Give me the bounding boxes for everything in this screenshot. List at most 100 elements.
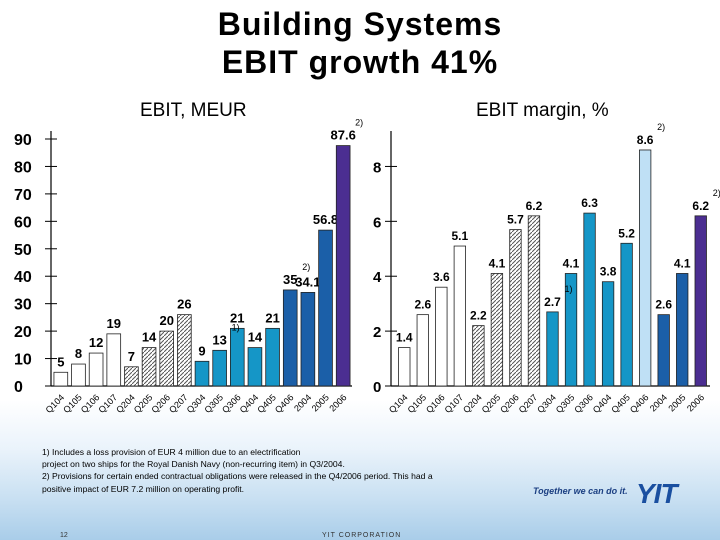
ebit-bar-value: 12 (89, 335, 103, 350)
company-name: YIT CORPORATION (322, 532, 402, 539)
margin-bar (546, 311, 559, 387)
margin-category-label: Q205 (480, 392, 503, 415)
margin-category-label: Q406 (628, 392, 651, 415)
margin-bar-value: 4.1 (674, 256, 691, 270)
ebit-chart: 0 10 20 30 40 50 60 70 80 90 5 Q104 8 Q105 12 Q106 19 Q10… (14, 118, 363, 415)
ebit-category-label: Q205 (132, 392, 155, 415)
ebit-bar-value: 13 (212, 332, 226, 347)
ebit-bar-value: 34.1 (295, 274, 320, 289)
footnote-line-2: project on two ships for the Royal Danis… (42, 459, 345, 470)
ebit-y-tick-label: 50 (14, 242, 32, 259)
ebit-bar (247, 347, 263, 387)
ebit-bar (106, 333, 122, 387)
footnote-line-1: 1) Includes a loss provision of EUR 4 mi… (42, 447, 301, 457)
ebit-bar (300, 292, 316, 387)
ebit-bar (53, 371, 69, 387)
ebit-category-label: Q107 (97, 392, 120, 415)
slide-title-line2: EBIT growth 41% (221, 44, 499, 80)
margin-category-label: 2004 (648, 392, 669, 413)
ebit-y-tick-label: 30 (14, 297, 32, 314)
margin-category-label: Q105 (406, 392, 429, 415)
ebit-category-label: Q207 (167, 392, 190, 415)
margin-bar (601, 281, 615, 387)
ebit-chart-title: EBIT, MEUR (140, 100, 247, 121)
margin-bar (564, 273, 578, 387)
ebit-category-label: Q106 (79, 392, 102, 415)
ebit-category-label: Q206 (149, 392, 172, 415)
page-number: 12 (60, 532, 68, 539)
ebit-category-label: 2006 (327, 392, 348, 413)
margin-chart-title: EBIT margin, % (476, 100, 609, 121)
ebit-y-tick-label: 80 (14, 159, 32, 176)
margin-bar (398, 347, 411, 387)
margin-bar (416, 314, 429, 387)
margin-bar-value: 2.6 (414, 298, 431, 312)
margin-category-label: Q304 (535, 392, 558, 415)
ebit-bar-value: 5 (57, 354, 64, 369)
margin-y-tick-label: 4 (373, 269, 382, 286)
charts-area: 01020304050607080905Q1048Q10512Q10619Q10… (14, 118, 720, 415)
ebit-y-tick-label: 40 (14, 269, 32, 286)
ebit-category-label: Q305 (202, 392, 225, 415)
margin-category-label: Q107 (443, 392, 466, 415)
yit-logo: YIT (636, 478, 678, 509)
margin-y-tick-label: 0 (373, 379, 381, 396)
margin-category-label: Q104 (387, 392, 410, 415)
ebit-bar (230, 327, 245, 387)
ebit-bar (159, 330, 174, 387)
ebit-annotation: 1) (232, 322, 240, 332)
margin-bar-value: 8.6 (637, 133, 654, 147)
margin-category-label: Q306 (572, 392, 595, 415)
margin-bar (694, 215, 707, 387)
ebit-bar-value: 14 (248, 330, 263, 345)
slide-title-line1: Building Systems (217, 6, 503, 42)
ebit-annotation: 2) (355, 118, 363, 128)
ebit-bar (124, 366, 139, 387)
margin-bar-value: 2.2 (470, 309, 487, 323)
margin-bar (472, 325, 485, 387)
ebit-bar-value: 19 (107, 316, 121, 331)
ebit-bar-value: 87.6 (331, 128, 356, 143)
margin-category-label: Q404 (591, 392, 614, 415)
margin-category-label: Q405 (609, 392, 632, 415)
footnote-line-4: positive impact of EUR 7.2 million on op… (42, 483, 245, 494)
margin-y-tick-label: 6 (373, 214, 381, 231)
margin-bar (639, 149, 652, 387)
ebit-bar-value: 21 (265, 310, 279, 325)
ebit-category-label: Q204 (114, 392, 137, 415)
ebit-bar (71, 363, 86, 387)
margin-bar-value: 4.1 (489, 256, 506, 270)
ebit-bar (335, 145, 351, 387)
ebit-y-tick-label: 0 (14, 379, 23, 396)
ebit-bar-value: 7 (128, 349, 135, 364)
margin-bar-value: 5.2 (618, 226, 635, 240)
margin-bar-value: 6.3 (581, 196, 598, 210)
ebit-bar-value: 9 (198, 343, 205, 358)
margin-bar (527, 215, 541, 387)
margin-bar-value: 3.6 (433, 270, 450, 284)
margin-bar-value: 2.6 (655, 298, 672, 312)
company-tagline: Together we can do it. (533, 486, 628, 496)
margin-bar-value: 1.4 (396, 331, 413, 345)
sky-gradient (0, 400, 720, 540)
margin-bar-value: 6.2 (526, 199, 543, 213)
ebit-y-tick-label: 10 (14, 352, 32, 369)
margin-bar (490, 273, 504, 387)
ebit-bar-value: 35 (283, 272, 297, 287)
ebit-bar (318, 229, 333, 387)
ebit-bar (265, 327, 280, 387)
ebit-category-label: Q306 (220, 392, 243, 415)
margin-category-label: Q106 (424, 392, 447, 415)
margin-bar-value: 5.7 (507, 213, 524, 227)
margin-bar (657, 314, 670, 387)
margin-category-label: Q207 (517, 392, 540, 415)
ebit-y-tick-label: 60 (14, 214, 32, 231)
margin-bar (583, 212, 596, 387)
ebit-bar-value: 8 (75, 346, 82, 361)
ebit-category-label: 2005 (310, 392, 331, 413)
ebit-bar (177, 314, 192, 387)
margin-annotation: 1) (565, 284, 573, 294)
ebit-bar (88, 352, 104, 387)
ebit-margin-chart: 0 2 4 6 8 1.4 Q104 2.6 Q105 3.6 Q106 5.1 Q107 2.2 Q204… (373, 122, 720, 415)
